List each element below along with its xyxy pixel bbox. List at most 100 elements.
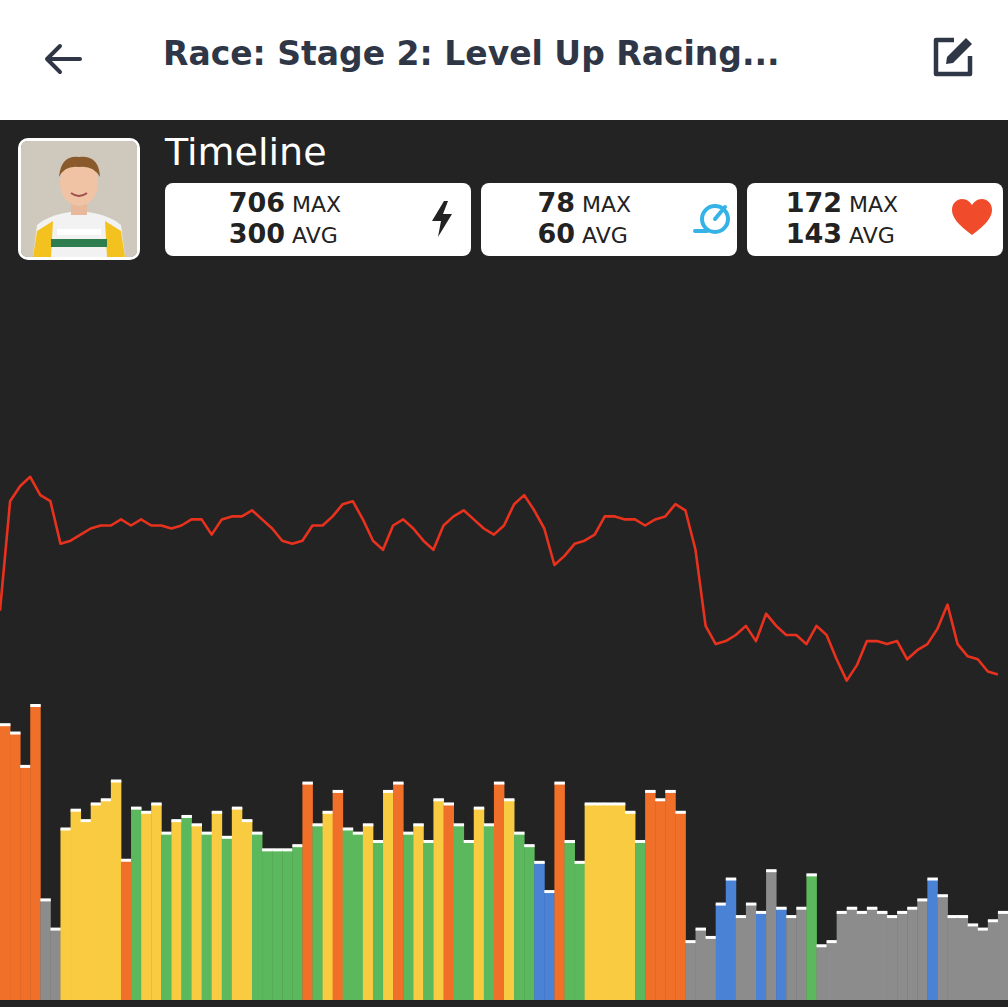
power-bar — [131, 808, 141, 1000]
power-bar-cap — [60, 827, 70, 830]
power-bar — [746, 904, 756, 1000]
power-bar — [10, 733, 20, 1000]
panel-title: Timeline — [165, 130, 327, 174]
power-bar — [192, 825, 202, 1000]
edit-button[interactable] — [930, 34, 976, 80]
timeline-chart — [0, 0, 1008, 1007]
power-bar — [423, 841, 433, 1000]
heart-rate-line — [0, 477, 998, 681]
power-bar — [887, 917, 897, 1000]
power-bar — [343, 829, 353, 1000]
power-bar-cap — [131, 807, 141, 810]
page-title: Race: Stage 2: Level Up Racing... — [163, 34, 780, 73]
power-bar — [998, 912, 1008, 1000]
power-bar-cap — [564, 840, 574, 843]
power-bar-cap — [585, 802, 595, 805]
power-bar — [857, 912, 867, 1000]
power-bar-cap — [141, 811, 151, 814]
power-bar — [544, 892, 554, 1000]
power-bar-cap — [887, 915, 897, 918]
power-bar-cap — [121, 859, 131, 862]
power-bar — [111, 781, 121, 1000]
power-bar — [444, 804, 454, 1000]
power-bar-cap — [786, 915, 796, 918]
power-bar — [373, 841, 383, 1000]
power-bar-cap — [292, 844, 302, 847]
power-bar — [202, 833, 212, 1000]
stat-label: MAX — [582, 192, 631, 217]
power-bar-cap — [575, 861, 585, 864]
power-bar — [716, 904, 726, 1000]
power-bar-cap — [897, 911, 907, 914]
avatar — [18, 138, 140, 260]
power-bar — [262, 850, 272, 1000]
power-bar — [514, 833, 524, 1000]
stat-value: 300 — [165, 218, 285, 249]
power-bar-cap — [222, 836, 232, 839]
power-bar-cap — [262, 848, 272, 851]
power-bar-cap — [696, 928, 706, 931]
power-bar — [312, 825, 322, 1000]
power-bar-cap — [333, 790, 343, 793]
power-bar — [827, 942, 837, 1000]
power-bar — [474, 808, 484, 1000]
power-bar — [50, 929, 60, 1000]
power-bar — [302, 783, 312, 1000]
power-bar — [292, 846, 302, 1000]
stat-label: AVG — [292, 223, 338, 248]
power-bar-cap — [282, 848, 292, 851]
power-bar-cap — [635, 840, 645, 843]
power-bar — [816, 946, 826, 1000]
power-bar-cap — [514, 832, 524, 835]
power-bar-cap — [504, 798, 514, 801]
power-bar — [927, 879, 937, 1000]
power-bar-cap — [0, 723, 10, 726]
power-bar-cap — [484, 823, 494, 826]
power-bar-cap — [706, 936, 716, 939]
power-bar-cap — [877, 911, 887, 914]
stat-value: 706 — [165, 187, 285, 218]
power-bar — [585, 804, 595, 1000]
power-bar — [958, 917, 968, 1000]
stat-card: 78MAX60AVG — [481, 183, 737, 256]
power-bar-cap — [988, 919, 998, 922]
power-bar — [786, 917, 796, 1000]
power-bar — [948, 917, 958, 1000]
power-bar-cap — [736, 915, 746, 918]
power-bar-cap — [655, 798, 665, 801]
power-bar — [433, 800, 443, 1000]
power-bar — [282, 850, 292, 1000]
power-bar — [383, 791, 393, 1000]
power-bar — [60, 829, 70, 1000]
power-bar-cap — [323, 811, 333, 814]
stat-label: AVG — [849, 223, 895, 248]
stat-label: AVG — [582, 223, 628, 248]
stat-icon — [952, 199, 996, 239]
power-bar-cap — [474, 807, 484, 810]
power-bar — [151, 804, 161, 1000]
power-bar-cap — [111, 780, 121, 783]
power-bar — [20, 766, 30, 1000]
power-bar — [212, 812, 222, 1000]
power-bar-cap — [393, 782, 403, 785]
power-bar-cap — [302, 782, 312, 785]
power-bar-cap — [433, 798, 443, 801]
power-bar — [222, 837, 232, 1000]
power-bar-cap — [645, 790, 655, 793]
power-bar-cap — [91, 802, 101, 805]
power-bar — [101, 800, 111, 1000]
power-bar-cap — [373, 840, 383, 843]
power-bar-cap — [232, 807, 242, 810]
power-bar-cap — [816, 944, 826, 947]
power-bar — [81, 821, 91, 1000]
power-bar-cap — [272, 848, 282, 851]
power-bar — [665, 791, 675, 1000]
power-bar — [484, 825, 494, 1000]
app-header: Race: Stage 2: Level Up Racing... — [0, 0, 1008, 120]
power-bar-cap — [746, 903, 756, 906]
back-button[interactable] — [40, 36, 86, 82]
power-bar-cap — [615, 802, 625, 805]
power-bar-cap — [756, 911, 766, 914]
power-bar — [464, 841, 474, 1000]
power-bar-cap — [161, 832, 171, 835]
